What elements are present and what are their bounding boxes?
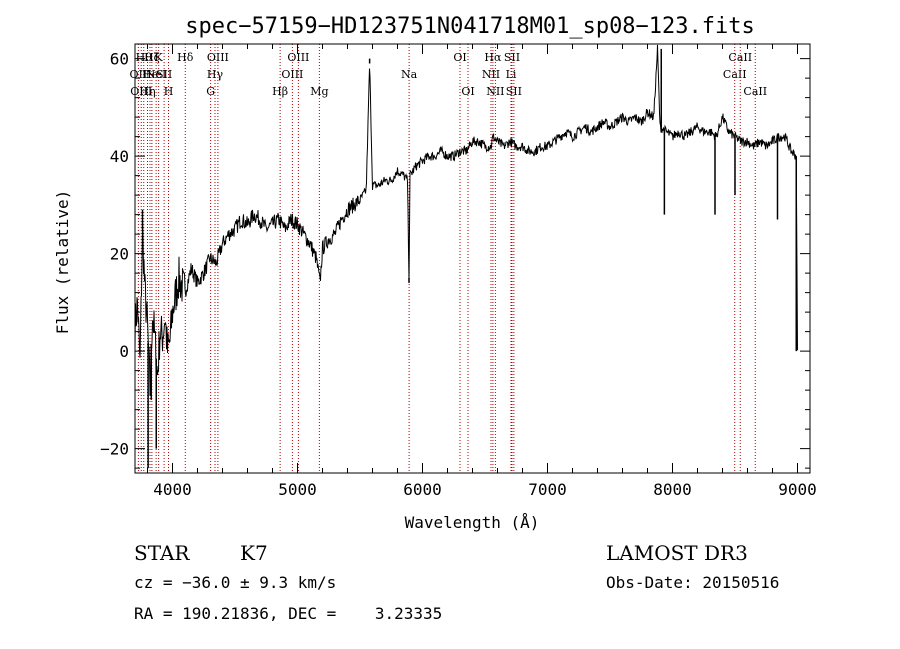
y-axis-label: Flux (relative) bbox=[53, 190, 72, 335]
observation-date: Obs-Date: 20150516 bbox=[606, 573, 779, 592]
spectral-line-label: Na bbox=[401, 68, 418, 81]
survey-name: LAMOST DR3 bbox=[606, 541, 748, 565]
x-tick-label: 6000 bbox=[403, 480, 442, 499]
spectral-line-label: Hβ bbox=[272, 85, 288, 98]
plot-frame bbox=[134, 43, 811, 474]
x-tick-label: 8000 bbox=[653, 480, 692, 499]
y-tick-label: 60 bbox=[110, 50, 129, 69]
spectral-line-label: OII bbox=[130, 68, 148, 81]
spectral-line-label: Hζ bbox=[144, 51, 160, 64]
redshift-velocity: cz = −36.0 ± 9.3 km/s bbox=[134, 573, 336, 592]
spectral-line-label: OIII bbox=[287, 51, 309, 64]
spectral-line-label: NII bbox=[482, 68, 500, 81]
spectral-line-label: G bbox=[206, 85, 215, 98]
y-tick-label: −20 bbox=[100, 440, 129, 459]
axis-ticks: 4000 5000 6000 7000 8000 9000 −20 0 20 40 60 bbox=[100, 44, 817, 499]
spectral-line-label: SII bbox=[156, 68, 172, 81]
spectral-line-label: SII bbox=[504, 51, 520, 64]
x-tick-label: 4000 bbox=[153, 480, 192, 499]
spectral-line-label: OI bbox=[453, 51, 466, 64]
spectral-line-label: He bbox=[142, 68, 158, 81]
x-axis-label: Wavelength (Å) bbox=[405, 513, 540, 532]
spectral-line-label: CaII bbox=[728, 51, 752, 64]
spectral-line-label: Hα bbox=[484, 51, 502, 64]
spectral-line-label: OI bbox=[461, 85, 474, 98]
spectral-line-label: Mg bbox=[310, 85, 328, 98]
x-tick-label: 9000 bbox=[778, 480, 817, 499]
spectral-line-label: NeI bbox=[146, 68, 166, 81]
spectral-line-label: K bbox=[155, 51, 164, 64]
spectral-line-label: OIII bbox=[281, 68, 303, 81]
spectrum-line bbox=[134, 44, 798, 396]
spectral-line-label: Hη bbox=[139, 85, 155, 98]
y-tick-label: 40 bbox=[110, 147, 129, 166]
spectral-line-markers: OII OIII Hθ Hη He Hζ NeI K SII H Hδ G Hγ OIII Hβ OIII OI… bbox=[130, 44, 767, 473]
spectral-line-label: CaII bbox=[723, 68, 747, 81]
spectral-line-label: Hγ bbox=[207, 68, 224, 81]
spectral-line-label: OIII bbox=[207, 51, 229, 64]
spectral-line-label: CaII bbox=[743, 85, 767, 98]
plot-data bbox=[134, 44, 798, 469]
y-tick-label: 0 bbox=[119, 342, 129, 361]
object-subclass: K7 bbox=[240, 541, 268, 565]
spectral-line-label: Li bbox=[506, 68, 517, 81]
spectral-line-label: Hδ bbox=[177, 51, 194, 64]
object-class: STAR bbox=[134, 541, 190, 565]
spectral-line-label: OIII bbox=[130, 85, 152, 98]
spectral-line-label: Hθ bbox=[136, 51, 153, 64]
chart-title: spec−57159−HD123751N041718M01_sp08−123.f… bbox=[185, 14, 755, 39]
spectral-line-label: H bbox=[164, 85, 174, 98]
spectral-line-label: NII bbox=[486, 85, 504, 98]
sky-coordinates: RA = 190.21836, DEC = 3.23335 bbox=[134, 604, 442, 623]
x-tick-label: 7000 bbox=[528, 480, 567, 499]
spectral-line-label: SII bbox=[506, 85, 522, 98]
x-tick-label: 5000 bbox=[278, 480, 317, 499]
y-tick-label: 20 bbox=[110, 245, 129, 264]
